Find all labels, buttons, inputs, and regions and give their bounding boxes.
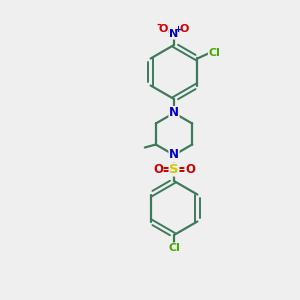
- Text: O: O: [185, 163, 195, 176]
- Text: Cl: Cl: [208, 49, 220, 58]
- Text: O: O: [153, 163, 163, 176]
- Text: N: N: [169, 148, 179, 161]
- Text: N: N: [169, 106, 179, 119]
- Text: Cl: Cl: [168, 243, 180, 253]
- Text: -: -: [157, 20, 161, 29]
- Text: O: O: [180, 24, 189, 34]
- Text: O: O: [159, 24, 168, 34]
- Text: +: +: [174, 26, 181, 34]
- Text: N: N: [169, 29, 178, 39]
- Text: S: S: [169, 163, 179, 176]
